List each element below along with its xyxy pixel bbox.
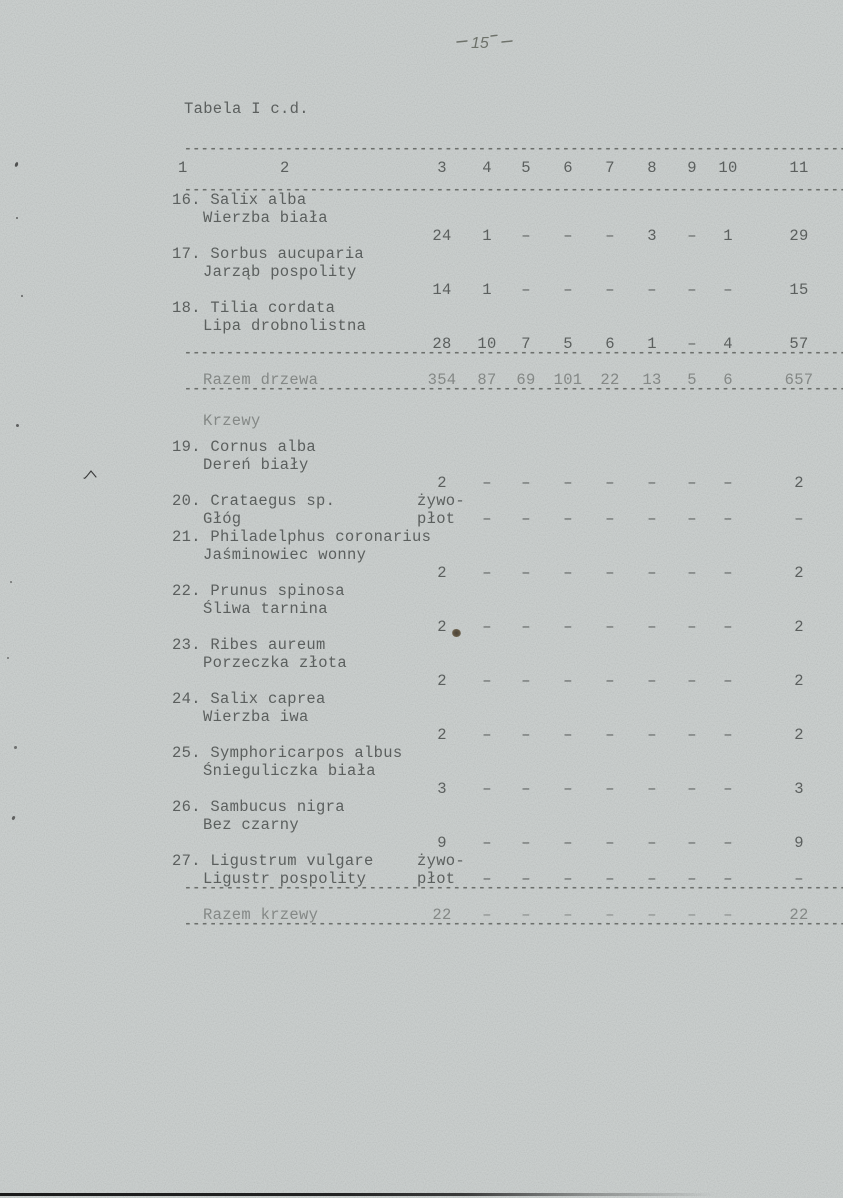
svg-text:15: 15	[471, 35, 489, 52]
